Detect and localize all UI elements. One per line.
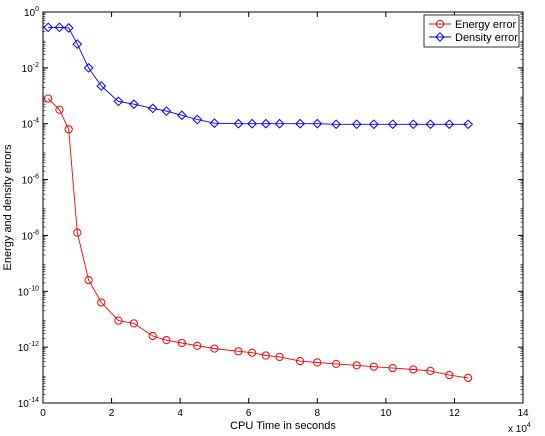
x-tick-label: 0: [40, 408, 46, 419]
data-point: [369, 362, 378, 371]
x-axis-multiplier-base: x 10: [508, 424, 527, 435]
data-point: [63, 23, 74, 33]
data-point: [113, 96, 124, 107]
data-point: [275, 352, 284, 362]
data-point: [129, 319, 138, 328]
data-point: [96, 81, 107, 91]
data-point: [234, 347, 243, 356]
legend-item: Density error: [429, 32, 518, 44]
data-point: [248, 348, 257, 357]
data-point: [312, 118, 323, 129]
x-axis-multiplier-exponent: 4: [527, 422, 531, 429]
data-point: [464, 373, 473, 382]
data-point: [425, 119, 436, 130]
y-tick-label: 10-8: [22, 229, 39, 242]
x-tick-label: 14: [517, 408, 529, 419]
series-energy-error: [44, 94, 473, 382]
data-point: [233, 118, 244, 129]
x-axis-multiplier: x 104: [508, 422, 531, 435]
x-tick-label: 4: [177, 408, 183, 419]
data-point: [161, 106, 172, 117]
data-point: [313, 358, 322, 367]
y-tick-label: 10-4: [22, 118, 39, 131]
y-tick-label: 100: [24, 6, 39, 19]
data-point: [260, 118, 271, 129]
data-point: [193, 341, 202, 350]
x-tick-label: 6: [246, 408, 252, 419]
data-point: [435, 32, 445, 42]
legend-item: Energy error: [429, 19, 516, 31]
y-tick-label: 10-2: [22, 62, 39, 75]
series-layer: [43, 22, 474, 382]
data-point: [247, 118, 258, 129]
y-axis-label: Energy and density errors: [2, 144, 14, 270]
x-tick-label: 12: [449, 408, 461, 419]
y-tick-label: 10-10: [18, 285, 39, 298]
data-point: [444, 119, 455, 130]
data-point: [210, 344, 219, 353]
data-point: [73, 228, 82, 237]
data-point: [435, 19, 445, 29]
axes-frame: [42, 11, 524, 404]
data-point: [128, 99, 139, 110]
data-point: [296, 357, 305, 366]
data-point: [295, 118, 306, 129]
data-point: [463, 119, 474, 130]
y-tick-label: 10-14: [18, 397, 39, 410]
data-point: [261, 351, 270, 360]
x-tick-label: 8: [315, 408, 321, 419]
data-point: [368, 119, 379, 130]
data-point: [274, 118, 285, 129]
data-point: [72, 39, 83, 50]
data-point: [387, 119, 398, 130]
series-line: [48, 26, 469, 125]
series-line: [47, 98, 469, 379]
data-point: [409, 365, 418, 374]
axis-ticks: 0 2 4 6 8 10 12 14 100 10-2 10-4 10-6 10-8 10-10 10-12…: [18, 6, 529, 419]
x-axis-label: CPU Time in seconds: [230, 420, 336, 432]
x-tick-label: 10: [380, 408, 392, 419]
y-tick-label: 10-6: [22, 174, 39, 187]
legend-label: Density error: [455, 32, 518, 44]
series-density-error: [43, 22, 474, 130]
data-point: [162, 336, 171, 345]
data-point: [97, 298, 106, 307]
data-point: [331, 119, 342, 130]
data-point: [177, 338, 186, 348]
data-point: [351, 119, 362, 130]
data-point: [445, 370, 454, 380]
data-point: [114, 316, 123, 325]
data-point: [43, 22, 54, 33]
data-point: [54, 22, 65, 33]
y-tick-label: 10-12: [18, 341, 39, 354]
data-point: [426, 366, 435, 375]
data-point: [84, 276, 93, 285]
x-tick-label: 2: [109, 408, 115, 419]
data-point: [332, 359, 341, 368]
data-point: [408, 119, 419, 130]
data-point: [44, 94, 53, 103]
data-point: [147, 103, 158, 114]
data-point: [209, 118, 220, 129]
data-point: [55, 105, 64, 114]
legend-label: Energy error: [455, 19, 516, 31]
data-point: [352, 361, 361, 370]
data-point: [148, 331, 157, 341]
data-point: [176, 110, 187, 121]
data-point: [388, 363, 397, 373]
data-point: [64, 125, 73, 134]
data-point: [83, 62, 94, 73]
data-point: [192, 114, 203, 125]
